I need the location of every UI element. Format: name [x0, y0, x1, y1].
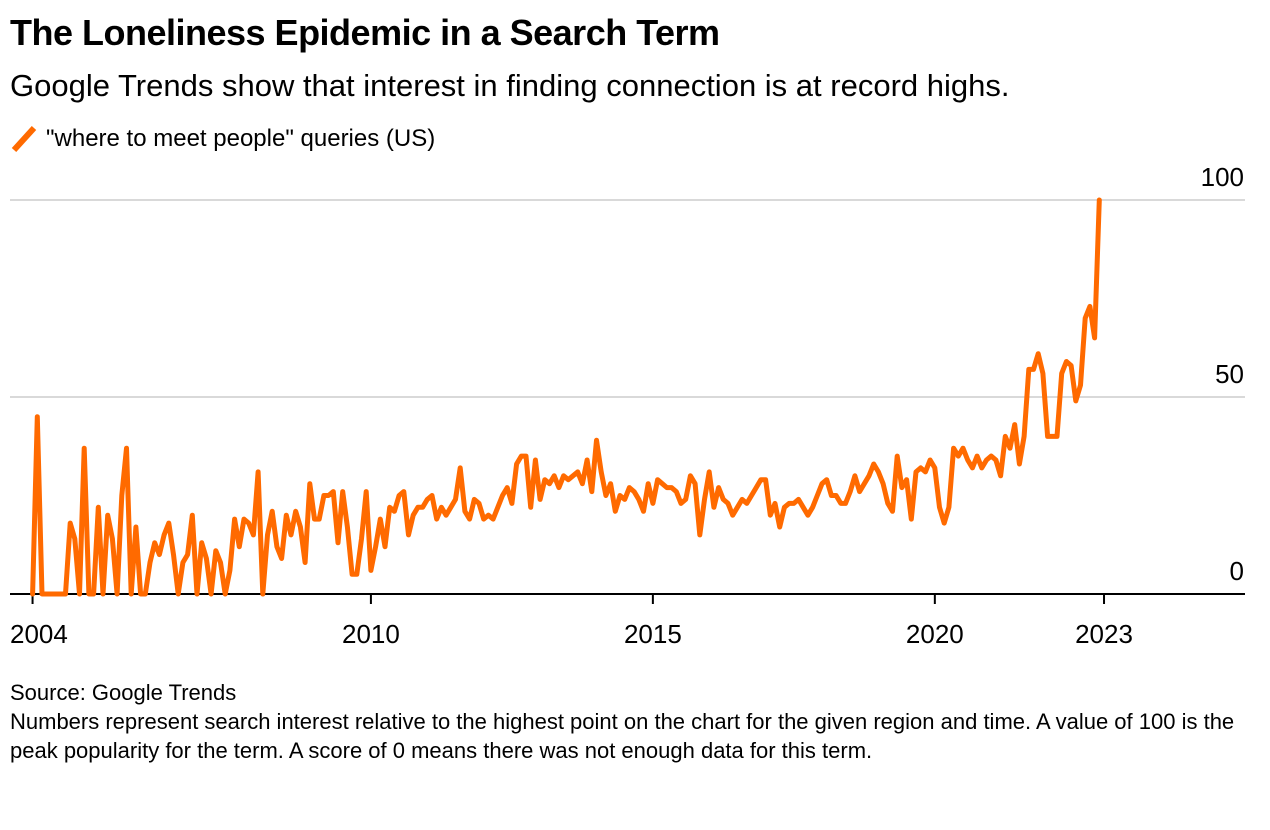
methodology-note: Numbers represent search interest relati…	[10, 709, 1235, 763]
y-tick-label: 0	[1230, 556, 1244, 586]
legend: "where to meet people" queries (US)	[10, 124, 435, 154]
x-tick-label: 2010	[342, 619, 400, 649]
x-tick-label: 2023	[1075, 619, 1133, 649]
series-layer	[30, 197, 1102, 597]
source-text: Source: Google Trends	[10, 680, 237, 705]
y-tick-label: 50	[1215, 359, 1244, 389]
x-tick-label: 2020	[906, 619, 964, 649]
label-layer: 0 50 100 2004 2010 2015 2020 2023	[10, 162, 1244, 649]
chart-title: The Loneliness Epidemic in a Search Term	[10, 12, 720, 53]
grid-layer	[10, 199, 1245, 398]
legend-swatch	[11, 125, 37, 153]
series-line	[30, 197, 1102, 597]
chart-subtitle: Google Trends show that interest in find…	[10, 68, 1010, 103]
legend-label: "where to meet people" queries (US)	[46, 125, 436, 152]
x-tick-label: 2015	[624, 619, 682, 649]
x-tick-label: 2004	[10, 619, 68, 649]
y-tick-label: 100	[1201, 162, 1244, 192]
footnotes: Source: Google Trends Numbers represent …	[10, 678, 1250, 765]
